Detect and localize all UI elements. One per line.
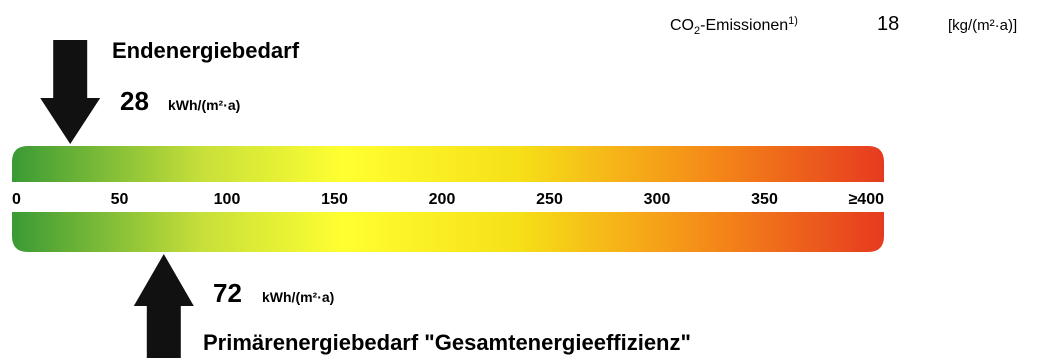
primary-energy-arrow-up-icon — [133, 254, 194, 358]
scale-tick-label: 350 — [751, 191, 778, 208]
scale-bar-lower — [12, 212, 884, 252]
scale-tick-label: 50 — [111, 191, 129, 208]
scale-tick-label: 100 — [214, 191, 241, 208]
scale-tick-label: 250 — [536, 191, 563, 208]
scale-tick-label: 200 — [429, 191, 456, 208]
end-energy-value: 28 — [120, 86, 149, 116]
scale-tick-label: 300 — [644, 191, 671, 208]
primary-energy-unit: kWh/(m²·a) — [262, 289, 334, 305]
co2-value: 18 — [877, 13, 899, 35]
scale-tick-labels: 0 50 100 150 200 250 300 350 ≥400 — [12, 191, 884, 208]
end-energy-unit: kWh/(m²·a) — [168, 97, 240, 113]
primary-energy-value: 72 — [213, 278, 242, 308]
scale-tick-label: ≥400 — [849, 191, 885, 208]
scale-tick-label: 150 — [321, 191, 348, 208]
primary-energy-title: Primärenergiebedarf "Gesamtenergieeffizi… — [203, 330, 691, 355]
scale-tick-label: 0 — [12, 191, 21, 208]
end-energy-arrow-down-icon — [40, 40, 101, 144]
co2-unit: [kg/(m²·a)] — [948, 17, 1017, 34]
co2-label: CO2-Emissionen1) — [670, 15, 798, 37]
end-energy-title: Endenergiebedarf — [112, 38, 300, 63]
scale-bar-upper — [12, 146, 884, 182]
